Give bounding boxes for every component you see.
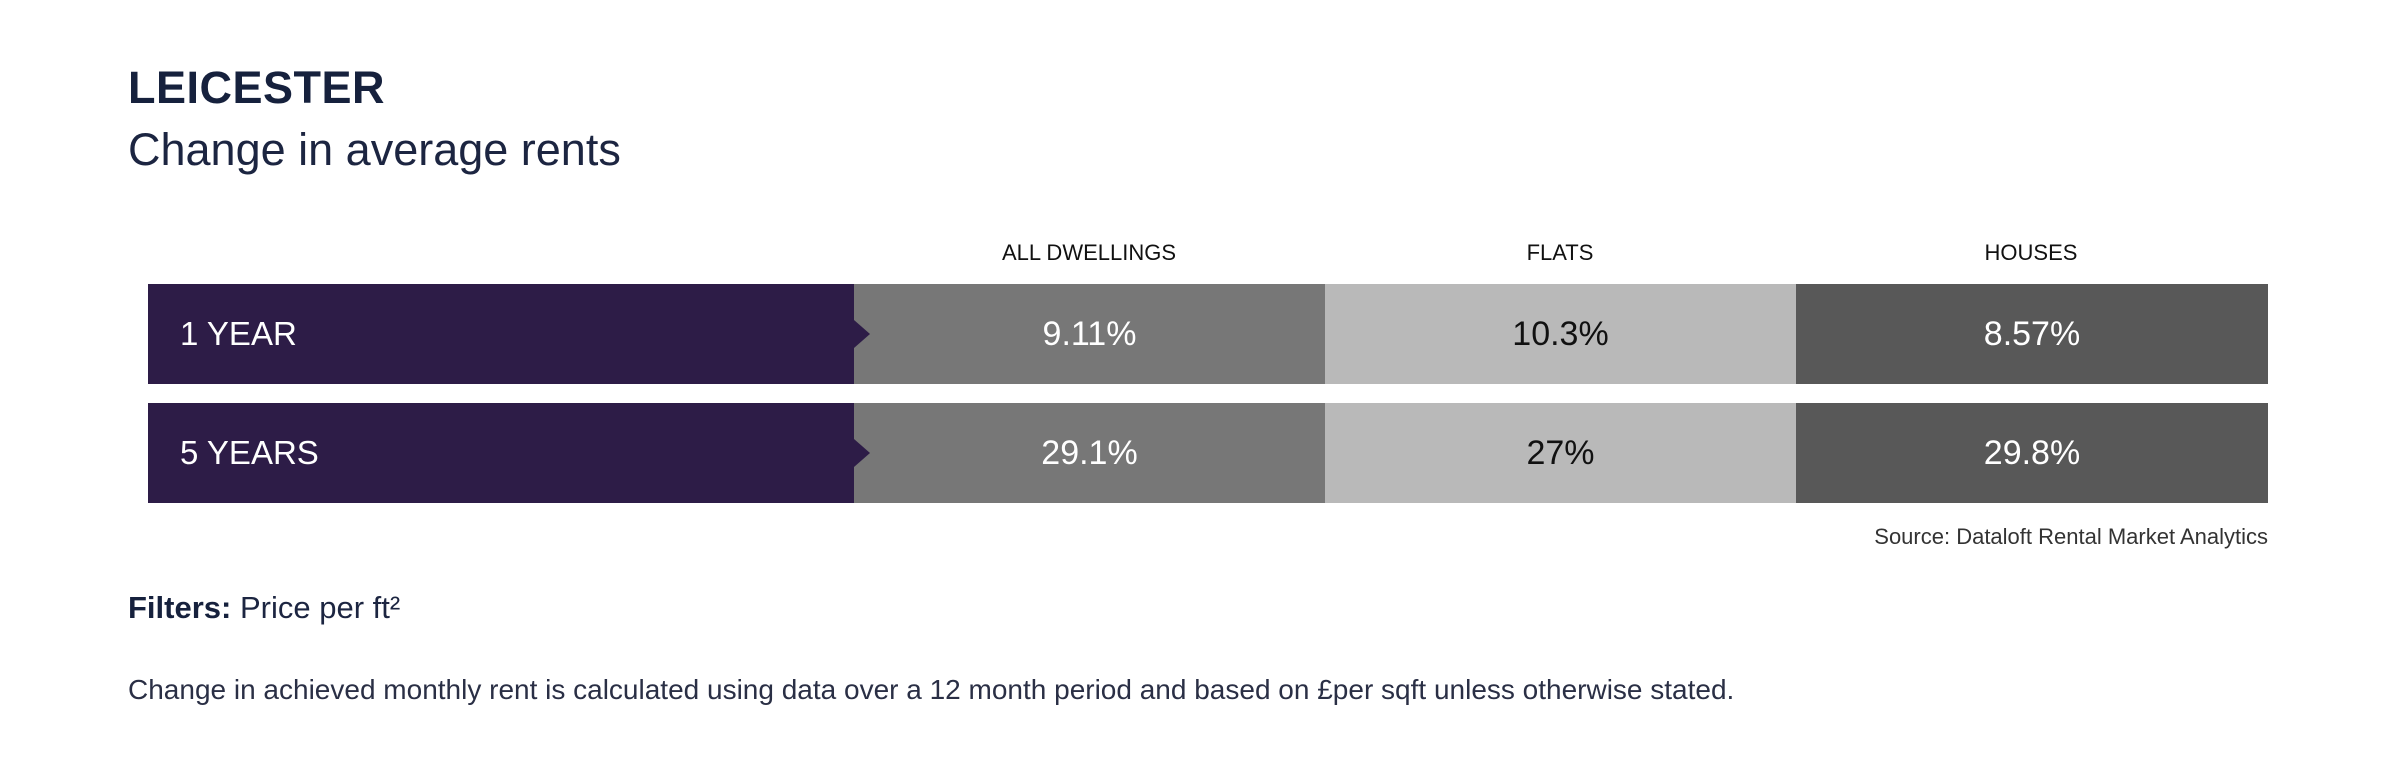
row-label: 5 YEARS xyxy=(148,403,854,503)
row-label: 1 YEAR xyxy=(148,284,854,384)
page-subtitle: Change in average rents xyxy=(128,124,621,175)
methodology-note: Change in achieved monthly rent is calcu… xyxy=(128,674,1735,705)
filters-value: Price per ft² xyxy=(239,590,401,625)
cell-houses: 29.8% xyxy=(1796,403,2268,503)
cell-flats: 10.3% xyxy=(1325,284,1796,384)
cell-all-dwellings: 9.11% xyxy=(854,284,1325,384)
column-header-all-dwellings: ALL DWELLINGS xyxy=(1001,240,1177,265)
cell-flats: 27% xyxy=(1325,403,1796,503)
filters-label: Filters: xyxy=(128,590,232,625)
cell-all-dwellings: 29.1% xyxy=(854,403,1325,503)
filters-line: Filters: Price per ft² xyxy=(128,590,400,626)
cell-houses: 8.57% xyxy=(1796,284,2268,384)
source-note: Source: Dataloft Rental Market Analytics xyxy=(1874,524,2268,549)
column-header-houses: HOUSES xyxy=(1984,240,2078,265)
column-header-flats: FLATS xyxy=(1526,240,1594,265)
page-title: LEICESTER xyxy=(128,62,386,113)
table-row-1-year: 1 YEAR 9.11% 10.3% 8.57% xyxy=(148,284,2268,384)
table-row-5-years: 5 YEARS 29.1% 27% 29.8% xyxy=(148,403,2268,503)
